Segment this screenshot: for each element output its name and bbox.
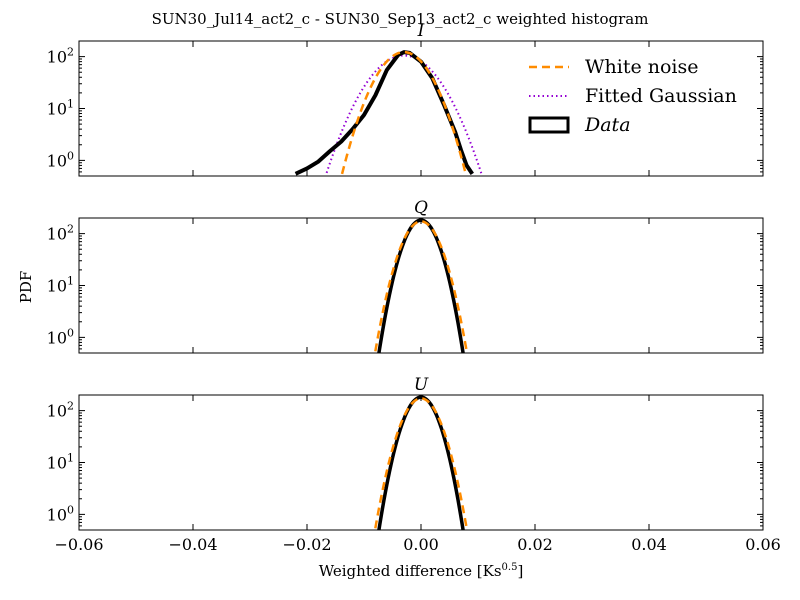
x-tick-label: 0.06 xyxy=(745,535,781,554)
legend-item: White noise xyxy=(529,56,699,78)
fitted-gaussian-line xyxy=(324,54,484,176)
y-tick-label: 101 xyxy=(47,98,74,119)
data-line xyxy=(377,218,465,353)
y-tick-label: 101 xyxy=(47,452,74,473)
y-tick-label: 100 xyxy=(47,503,74,524)
y-tick-label: 100 xyxy=(47,326,74,347)
legend-swatch-data xyxy=(528,116,570,134)
panel-title: Q xyxy=(414,198,428,218)
panel-Q: Q 100 101 102 xyxy=(47,198,764,354)
panel-I: I 100 101 102 xyxy=(47,21,764,177)
panel-title: I xyxy=(417,21,425,41)
white-noise-line xyxy=(340,50,468,176)
y-tick-label: 102 xyxy=(47,223,74,244)
white-noise-line xyxy=(373,220,469,353)
legend-label: Fitted Gaussian xyxy=(585,85,737,107)
axes-frame xyxy=(78,394,764,531)
legend-label: White noise xyxy=(585,56,699,78)
legend-item: Data xyxy=(528,114,631,136)
x-tick-label: −0.02 xyxy=(282,535,331,554)
x-tick-label: −0.06 xyxy=(54,535,103,554)
legend-item: Fitted Gaussian xyxy=(529,85,737,107)
data-line xyxy=(377,395,465,530)
panel-title: U xyxy=(414,375,429,395)
axes-frame xyxy=(78,217,764,354)
y-tick-label: 101 xyxy=(47,275,74,296)
y-tick-label: 102 xyxy=(47,400,74,421)
x-tick-label: −0.04 xyxy=(168,535,217,554)
x-tick-label: 0.04 xyxy=(631,535,667,554)
legend-label: Data xyxy=(584,114,631,136)
panel-U: U 100 101 102 −0.06 −0.04 −0.02 0.00 0.02 0.04 0.0… xyxy=(47,375,781,554)
y-axis-label: PDF xyxy=(17,271,35,304)
x-tick-label: 0.02 xyxy=(517,535,553,554)
legend: White noise Fitted Gaussian Data xyxy=(528,56,737,136)
y-tick-label: 100 xyxy=(47,149,74,170)
data-line xyxy=(294,50,474,176)
white-noise-line xyxy=(373,397,469,530)
x-axis-label: Weighted difference [Ks0.5] xyxy=(319,562,524,580)
y-tick-label: 102 xyxy=(47,46,74,67)
x-tick-label: 0.00 xyxy=(403,535,439,554)
figure-title: SUN30_Jul14_act2_c - SUN30_Sep13_act2_c … xyxy=(152,10,649,28)
